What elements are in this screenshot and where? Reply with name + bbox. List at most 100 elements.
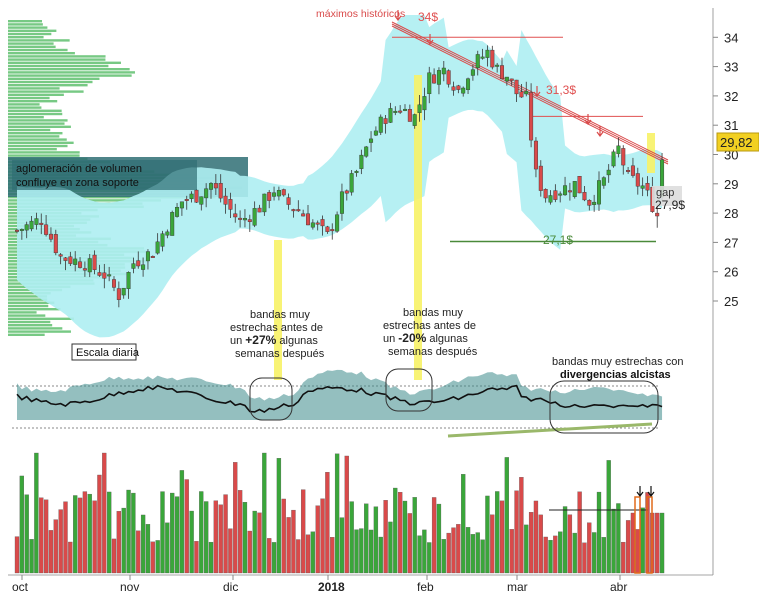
candle-body	[63, 257, 68, 261]
candle-body	[145, 251, 150, 262]
volume-bar	[359, 528, 364, 574]
x-tick-label: 2018	[318, 580, 345, 594]
arrow-icon	[584, 114, 592, 125]
volume-profile-bar	[8, 42, 54, 45]
candle-body	[208, 183, 213, 190]
volume-bar	[334, 453, 340, 574]
note-down-4: semanas después	[388, 346, 478, 358]
candle-body	[238, 217, 243, 220]
timeframe-label: Escala diaria	[76, 347, 140, 359]
x-tick-label: mar	[507, 580, 528, 594]
volume-bar	[543, 536, 548, 574]
band-area	[17, 15, 663, 338]
volume-profile-bar	[8, 80, 93, 84]
volume-bar	[257, 512, 262, 574]
volume-bar	[300, 489, 306, 574]
volume-profile-bar	[8, 93, 64, 96]
volume-bar	[87, 493, 92, 574]
volume-profile-bar	[8, 314, 46, 317]
candle-body	[582, 192, 587, 201]
candle-body	[272, 192, 277, 197]
volume-bar	[43, 499, 49, 574]
volume-bar	[126, 489, 131, 574]
last-price-value: 29,82	[720, 135, 753, 150]
volume-profile-bar	[8, 154, 80, 157]
volume-profile-bar	[8, 112, 63, 116]
volume-bar	[145, 524, 151, 574]
volume-profile-bar	[8, 301, 55, 304]
volume-bar	[262, 452, 267, 574]
candle-body	[276, 189, 281, 197]
circle-divergence	[549, 380, 659, 434]
volume-bar	[524, 524, 529, 574]
volume-bar	[451, 527, 456, 574]
candle-body	[335, 214, 340, 232]
arrow-icon	[636, 486, 644, 497]
candle-body	[19, 229, 24, 231]
volume-bar	[179, 470, 185, 574]
candle-body	[640, 185, 645, 189]
volume-bar	[592, 532, 597, 574]
candle-body	[606, 169, 611, 176]
volume-bar	[407, 513, 413, 574]
volume-bar	[252, 510, 257, 574]
candle-body	[490, 49, 495, 68]
volume-bar	[97, 474, 102, 574]
candle-body	[339, 191, 344, 214]
candle-body	[655, 212, 660, 217]
volume-bar	[388, 521, 393, 574]
volume-bar	[465, 527, 471, 574]
candle-body	[242, 217, 247, 221]
x-tick-label: dic	[223, 580, 238, 594]
candle-body	[267, 192, 272, 201]
volume-bar	[562, 506, 568, 574]
candle-body	[393, 110, 398, 113]
volume-profile-bar	[8, 109, 62, 112]
candle-body	[504, 76, 509, 82]
volume-bar	[174, 496, 180, 574]
volume-bar	[325, 472, 330, 574]
volume-profile-bar	[8, 119, 68, 122]
volume-profile-bar	[8, 317, 74, 320]
candle-body	[155, 241, 160, 254]
volume-bar	[509, 529, 514, 574]
volume-profile-bar	[8, 48, 68, 52]
volume-bar	[165, 522, 170, 574]
last-price-tag	[716, 132, 759, 152]
volume-bar	[92, 500, 97, 574]
candle-body	[519, 91, 524, 98]
volume-profile-bar	[8, 196, 216, 199]
candle-body	[470, 69, 475, 76]
volume-bar	[582, 542, 587, 574]
candle-body	[475, 54, 480, 69]
note-percent: -20%	[398, 331, 426, 345]
candle-body	[485, 49, 490, 58]
x-tick-label: oct	[12, 580, 29, 594]
volume-profile-bar	[8, 311, 37, 314]
y-tick-label: 28	[724, 206, 738, 221]
volume-bar	[199, 491, 204, 574]
volume-bar	[116, 511, 121, 574]
candle-body	[194, 189, 199, 203]
candle-body	[480, 56, 485, 59]
y-tick-label: 34	[724, 30, 738, 45]
candle-body	[349, 173, 354, 193]
candle-body	[538, 165, 543, 191]
candle-body	[466, 78, 471, 90]
x-tick-label: feb	[417, 580, 434, 594]
volume-bar	[330, 537, 335, 574]
candle-body	[320, 219, 325, 227]
note-mid: algunas	[426, 333, 468, 345]
volume-profile-bar	[8, 20, 43, 23]
candle-body	[204, 188, 209, 199]
volume-profile-bar	[8, 26, 48, 29]
candle-body	[325, 226, 330, 232]
candle-body	[436, 70, 441, 85]
volume-bar	[601, 537, 606, 574]
candle-body	[344, 190, 349, 194]
volume-bar	[107, 491, 112, 574]
candle-body	[635, 173, 640, 187]
candle-body	[310, 222, 315, 228]
candle-body	[262, 193, 267, 213]
